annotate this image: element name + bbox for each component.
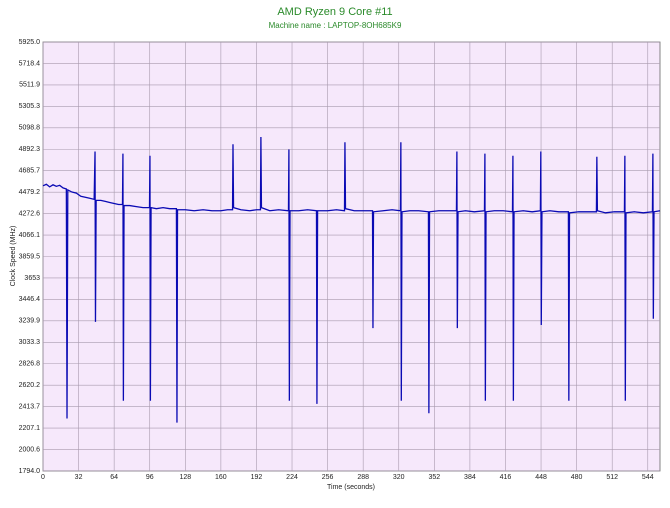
x-tick-label: 192 bbox=[251, 474, 263, 481]
x-tick-label: 352 bbox=[428, 474, 440, 481]
y-tick-label: 3859.5 bbox=[19, 253, 41, 260]
y-tick-label: 3033.3 bbox=[19, 339, 41, 346]
y-tick-label: 4479.2 bbox=[19, 189, 41, 196]
y-tick-label: 4066.1 bbox=[19, 232, 41, 239]
y-tick-label: 3446.4 bbox=[19, 296, 41, 303]
y-tick-label: 5925.0 bbox=[19, 39, 41, 46]
y-tick-label: 4272.6 bbox=[19, 210, 41, 217]
x-tick-label: 224 bbox=[286, 474, 298, 481]
chart-subtitle: Machine name : LAPTOP-8OH685K9 bbox=[269, 21, 402, 30]
y-tick-label: 2207.1 bbox=[19, 425, 41, 432]
y-tick-label: 4685.7 bbox=[19, 168, 41, 175]
y-tick-label: 3239.9 bbox=[19, 318, 41, 325]
y-tick-label: 5098.8 bbox=[19, 125, 41, 132]
x-tick-label: 32 bbox=[75, 474, 83, 481]
y-tick-label: 2620.2 bbox=[19, 382, 41, 389]
chart-title: AMD Ryzen 9 Core #11 bbox=[277, 6, 392, 18]
y-tick-label: 5511.9 bbox=[19, 82, 40, 89]
y-tick-label: 2413.7 bbox=[19, 403, 41, 410]
y-tick-label: 2826.8 bbox=[19, 361, 41, 368]
x-tick-label: 544 bbox=[642, 474, 654, 481]
y-axis-label: Clock Speed (MHz) bbox=[10, 226, 17, 287]
x-tick-label: 384 bbox=[464, 474, 476, 481]
x-axis-label: Time (seconds) bbox=[327, 484, 375, 491]
y-tick-label: 3653 bbox=[24, 275, 40, 282]
x-tick-label: 64 bbox=[110, 474, 118, 481]
x-tick-label: 320 bbox=[393, 474, 405, 481]
y-tick-label: 5305.3 bbox=[19, 103, 41, 110]
x-tick-label: 256 bbox=[322, 474, 334, 481]
y-tick-label: 4892.3 bbox=[19, 146, 41, 153]
y-tick-label: 1794.0 bbox=[19, 468, 41, 475]
x-tick-label: 96 bbox=[146, 474, 154, 481]
x-tick-label: 0 bbox=[41, 474, 45, 481]
y-tick-label: 5718.4 bbox=[19, 60, 41, 67]
x-tick-label: 480 bbox=[571, 474, 583, 481]
y-tick-label: 2000.6 bbox=[19, 446, 41, 453]
x-tick-label: 128 bbox=[179, 474, 191, 481]
data-line bbox=[42, 137, 661, 423]
x-tick-label: 416 bbox=[500, 474, 512, 481]
x-tick-label: 448 bbox=[535, 474, 547, 481]
x-tick-label: 288 bbox=[357, 474, 369, 481]
x-tick-label: 160 bbox=[215, 474, 227, 481]
x-tick-label: 512 bbox=[606, 474, 618, 481]
